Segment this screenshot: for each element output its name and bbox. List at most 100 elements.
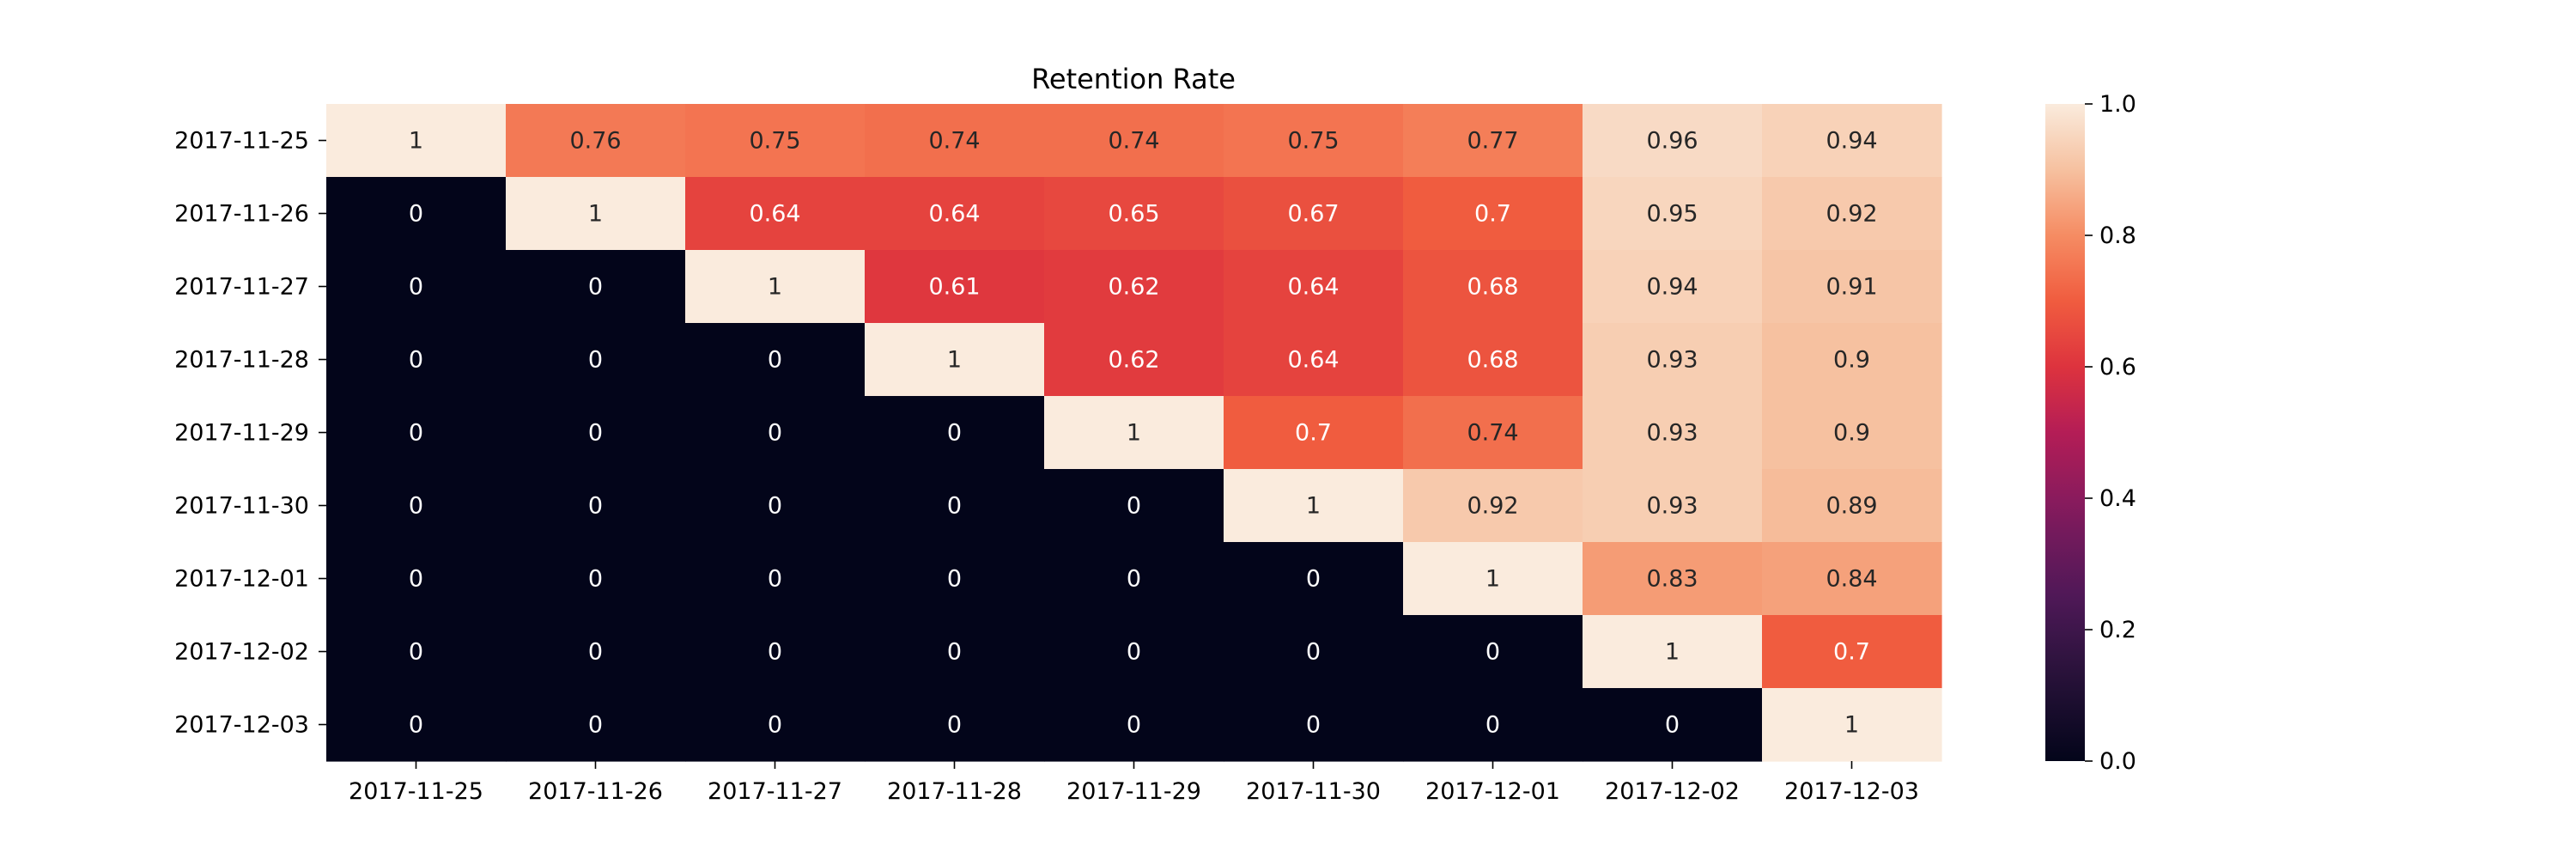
cell-value-label: 0 [768,639,782,666]
heatmap-cell [865,323,1045,397]
colorbar-tick-label: 0.2 [2099,617,2136,643]
cell-value-label: 0.92 [1826,201,1877,228]
cell-value-label: 1 [1665,639,1680,666]
heatmap-cell [1224,104,1404,178]
cell-value-label: 0.9 [1833,420,1870,447]
heatmap-cell [326,177,507,251]
heatmap-cell [506,469,686,543]
heatmap-cell [506,177,686,251]
cell-value-label: 0 [768,493,782,520]
cell-value-label: 0.9 [1833,347,1870,374]
heatmap-cell [1762,104,1942,178]
cell-value-label: 0.94 [1826,128,1877,155]
cell-value-label: 0 [588,347,603,374]
heatmap-cell [1224,323,1404,397]
cell-value-label: 0.74 [928,128,980,155]
cell-value-label: 0.89 [1826,493,1877,520]
cell-value-label: 0 [409,347,423,374]
cell-value-label: 0 [1306,639,1321,666]
cell-value-label: 0 [947,639,962,666]
cell-value-label: 0.7 [1833,639,1870,666]
heatmap-cell [1224,250,1404,324]
colorbar-tick-label: 0.8 [2099,222,2136,249]
x-tick-label: 2017-11-29 [1066,778,1201,805]
cell-value-label: 0 [1485,639,1500,666]
heatmap-cell [1583,177,1763,251]
cell-value-label: 0 [947,493,962,520]
cell-value-label: 0.94 [1646,274,1698,301]
heatmap-cell [865,615,1045,689]
cell-value-label: 0 [588,712,603,739]
heatmap-cell [685,469,866,543]
cell-value-label: 0.93 [1646,420,1698,447]
cell-value-label: 0.68 [1467,274,1518,301]
colorbar-tick-label: 0.0 [2099,748,2136,775]
cell-value-label: 0 [588,566,603,593]
cell-value-label: 0.91 [1826,274,1877,301]
heatmap-cell [1044,469,1224,543]
heatmap-cell [685,177,866,251]
heatmap-cell [865,688,1045,762]
cell-value-label: 1 [1485,566,1500,593]
heatmap-cell [865,542,1045,616]
cell-value-label: 0.74 [1467,420,1518,447]
heatmap-cell [1224,688,1404,762]
heatmap-cell [1403,104,1583,178]
heatmap-cell [1044,688,1224,762]
heatmap-cell [506,250,686,324]
heatmap-cell [1403,250,1583,324]
heatmap-cell [1583,615,1763,689]
heatmap-cell [1403,688,1583,762]
cell-value-label: 0.76 [569,128,621,155]
heatmap-cell [506,615,686,689]
cell-value-label: 1 [947,347,962,374]
heatmap-cell [1224,469,1404,543]
y-tick-label: 2017-11-27 [174,274,309,301]
cell-value-label: 0.64 [749,201,800,228]
heatmap-cell [1403,323,1583,397]
cell-value-label: 0.64 [1287,347,1339,374]
heatmap-cell [506,396,686,470]
heatmap-cell [685,250,866,324]
cell-value-label: 0 [947,712,962,739]
cell-value-label: 0 [1485,712,1500,739]
heatmap-cell [326,688,507,762]
cell-value-label: 0 [588,420,603,447]
cell-value-label: 1 [1844,712,1859,739]
heatmap-cell [685,323,866,397]
cell-value-label: 0 [768,566,782,593]
heatmap-cell [1762,688,1942,762]
x-tick-label: 2017-12-03 [1784,778,1919,805]
cell-value-label: 0 [409,274,423,301]
heatmap-cell [685,542,866,616]
cell-value-label: 0 [409,201,423,228]
cell-value-label: 1 [588,201,603,228]
y-tick-label: 2017-11-30 [174,493,309,520]
colorbar-tick-label: 0.6 [2099,354,2136,381]
heatmap-cell [1044,615,1224,689]
heatmap-cell [326,323,507,397]
heatmap-cell [1762,469,1942,543]
heatmap-cell [1224,615,1404,689]
heatmap-cell [1762,615,1942,689]
cell-value-label: 0 [409,493,423,520]
heatmap-cell [506,323,686,397]
cell-value-label: 0 [409,712,423,739]
cell-value-label: 0 [947,420,962,447]
x-tick-label: 2017-11-27 [708,778,842,805]
cell-value-label: 0 [1306,712,1321,739]
heatmap-cell [865,250,1045,324]
cell-value-label: 0.61 [928,274,980,301]
heatmap-cell [685,688,866,762]
heatmap-cell [1583,688,1763,762]
cell-value-label: 0.75 [749,128,800,155]
cell-value-label: 0 [1127,493,1141,520]
cell-value-label: 0.93 [1646,347,1698,374]
cell-value-label: 1 [768,274,782,301]
cell-value-label: 1 [1127,420,1141,447]
cell-value-label: 0 [768,347,782,374]
cell-value-label: 0 [588,274,603,301]
y-axis: 2017-11-25 2017-11-26 2017-11-27 2017-11-28… [174,128,326,739]
cell-value-label: 0.84 [1826,566,1877,593]
y-tick-label: 2017-11-29 [174,420,309,447]
